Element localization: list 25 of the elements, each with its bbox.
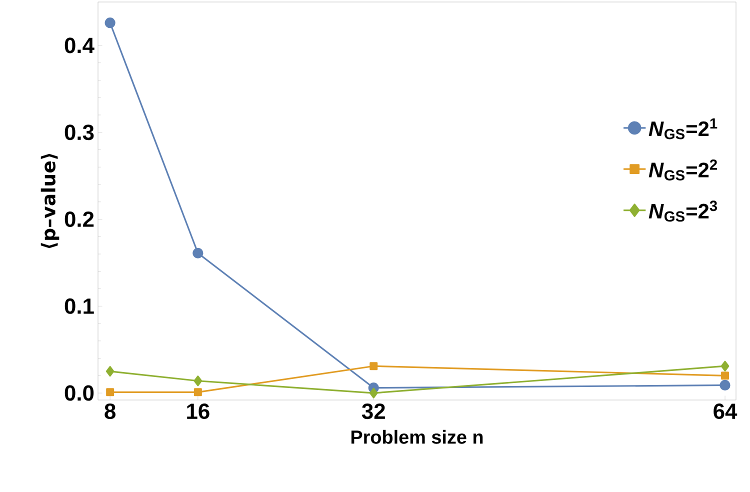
- x-tick-label: 16: [187, 404, 210, 420]
- point: [721, 372, 730, 380]
- legend-label: N$_{GS}$=2$^{3}$: [648, 200, 718, 222]
- point: [106, 366, 114, 377]
- legend-label: N$_{GS}$=2$^{1}$: [648, 118, 718, 140]
- point: [720, 380, 730, 391]
- point: [106, 388, 114, 396]
- point: [192, 248, 204, 258]
- point: [369, 388, 378, 398]
- legend-label: N$_{GS}$=2$^{2}$: [648, 159, 717, 180]
- point: [194, 388, 202, 396]
- point: [720, 360, 730, 372]
- y-tick-label: 0.0: [64, 385, 94, 401]
- y-tick-label: 0.3: [64, 124, 94, 140]
- y-tick-label: 0.1: [64, 298, 94, 314]
- y-tick-label: 0.4: [64, 38, 94, 54]
- point: [104, 18, 116, 28]
- y-tick-label: 0.2: [64, 211, 94, 228]
- x-axis-title: Problem size n: [351, 430, 483, 444]
- x-tick-label: 64: [714, 404, 738, 420]
- point: [194, 376, 202, 386]
- x-tick-label: 32: [362, 404, 385, 420]
- y-axis-title: ⟨p–value⟩: [40, 154, 60, 248]
- point: [370, 362, 378, 370]
- x-tick-label: 8: [104, 404, 116, 420]
